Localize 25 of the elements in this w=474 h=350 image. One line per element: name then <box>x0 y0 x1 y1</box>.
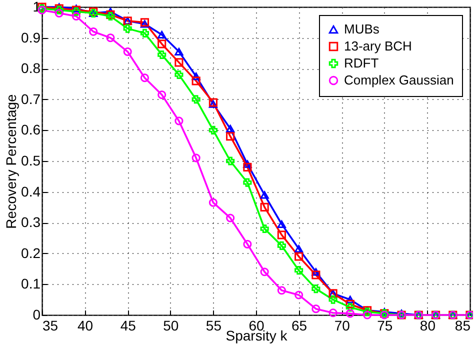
y-tick-label: 0.2 <box>21 244 41 261</box>
y-tick-label: 0.9 <box>21 29 41 46</box>
x-tick-label: 80 <box>420 318 436 334</box>
x-tick-label: 35 <box>42 318 58 334</box>
y-tick-label: 0.8 <box>21 60 41 76</box>
legend-label: 13-ary BCH <box>344 38 412 54</box>
x-tick-label: 70 <box>334 318 350 334</box>
x-tick-label: 50 <box>163 318 179 334</box>
y-tick-label: 0.3 <box>21 214 41 230</box>
y-tick-label: 0 <box>32 306 41 322</box>
x-tick-label: 55 <box>206 318 222 334</box>
x-tick-label: 40 <box>78 318 94 334</box>
legend-label: MUBs <box>344 22 380 36</box>
x-tick-label: 45 <box>120 318 136 334</box>
y-axis-title: Recovery Percentage <box>3 94 20 229</box>
x-tick-label: 75 <box>377 318 393 334</box>
legend-label: RDFT <box>344 56 379 70</box>
x-tick-label: 85 <box>454 318 471 334</box>
legend-label: Complex Gaussian <box>344 72 454 88</box>
y-tick-label: 0.6 <box>21 122 41 138</box>
y-tick-label: 0.4 <box>21 183 41 200</box>
y-tick-label: 0.1 <box>21 276 41 292</box>
y-tick-label: 0.7 <box>21 90 41 107</box>
x-tick-label: 65 <box>292 318 308 334</box>
y-tick-label: 0.5 <box>21 152 41 168</box>
